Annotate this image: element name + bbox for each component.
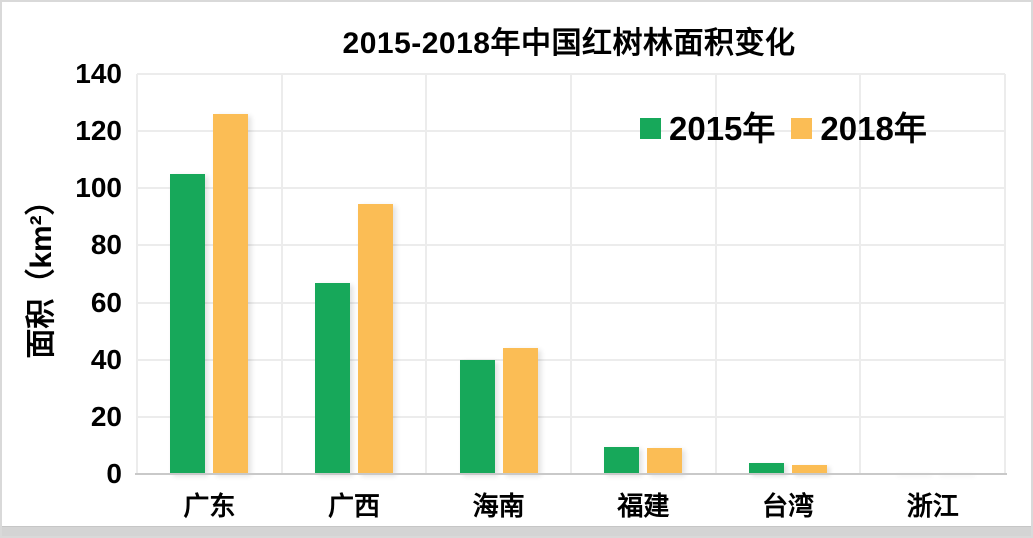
y-tick-label-100: 100 [75,172,122,204]
v-gridline-4 [714,74,717,474]
legend-swatch-icon [640,118,661,139]
legend-label: 2018年 [820,110,927,147]
bar-2018年-广东 [213,114,249,474]
v-gridline-1 [280,74,283,474]
legend-item-2018年: 2018年 [791,110,927,147]
bar-2015年-广东 [170,174,206,474]
y-tick-label-0: 0 [106,458,122,489]
bar-2015年-广西 [315,282,350,474]
legend-label: 2015年 [669,110,776,147]
bar-2018年-海南 [502,348,538,474]
legend-item-2015年: 2015年 [640,112,791,145]
y-axis-tick-labels: 0 20 40 60 80 100 120 140 [2,60,122,488]
window-bottom-edge [2,526,1031,536]
v-gridline-2 [425,74,428,474]
v-gridline-6 [1004,74,1006,474]
plot-area [135,73,1007,475]
y-tick-label-40: 40 [90,343,122,375]
bar-group-广西 [282,74,427,474]
bar-group-海南 [426,74,571,474]
bar-2015年-台湾 [749,463,785,474]
chart-title: 2015-2018年中国红树林面积变化 [342,27,796,60]
v-gridline-3 [570,74,572,474]
y-tick-label-60: 60 [90,286,122,318]
bar-2018年-台湾 [792,465,828,474]
x-label-台湾: 台湾 [762,491,815,521]
x-axis-category-labels: 广东 广西 海南 福建 台湾 浙江 [137,486,1005,523]
y-tick-label-120: 120 [75,115,122,147]
legend: 2015年 2018年 [640,112,927,145]
x-label-福建: 福建 [617,491,670,521]
y-tick-label-140: 140 [75,58,122,89]
bar-group-福建 [571,74,716,474]
bar-2018年-广西 [358,204,393,474]
x-label-广西: 广西 [328,491,381,521]
bar-2015年-海南 [459,359,495,474]
bar-2018年-福建 [647,448,683,474]
bars-layer [137,74,1005,474]
v-gridline-0 [136,74,138,474]
v-gridline-5 [859,74,862,474]
x-label-广东: 广东 [183,491,236,521]
legend-swatch-icon [791,118,813,139]
x-label-浙江: 浙江 [906,491,959,521]
bar-group-广东 [137,74,282,474]
bar-group-台湾 [716,74,861,474]
y-tick-label-80: 80 [90,229,122,261]
y-tick-label-20: 20 [90,400,122,432]
x-axis-line [135,473,1007,475]
bar-2015年-福建 [604,446,640,474]
x-label-海南: 海南 [472,491,525,521]
